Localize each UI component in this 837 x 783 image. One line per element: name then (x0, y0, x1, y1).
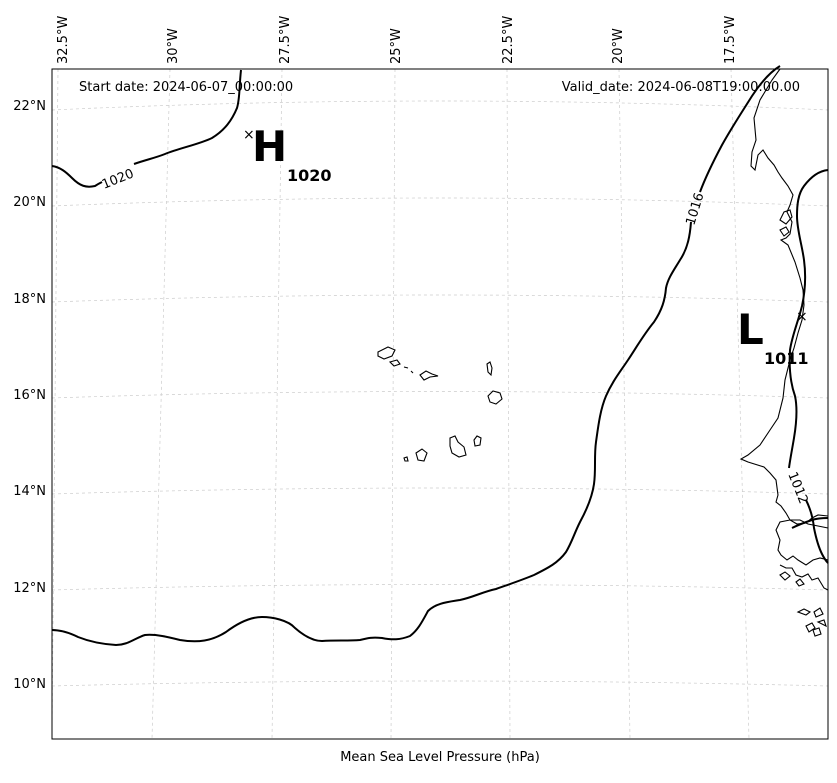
lon-tick: 30°W (166, 28, 181, 64)
island-sao-vicente (388, 359, 401, 367)
isobar-1012-line (788, 169, 829, 564)
start-date: Start date: 2024-06-07_00:00:00 (79, 80, 293, 95)
isobar-1012-branch (791, 517, 829, 529)
lon-tick: 27.5°W (278, 16, 293, 64)
island-ilheu (410, 370, 414, 374)
island-brava (403, 456, 409, 462)
longitude-ticks: 32.5°W 30°W 27.5°W 25°W 22.5°W 20°W 17.5… (56, 16, 738, 64)
island-santa-luzia (403, 366, 409, 369)
map-frame (51, 68, 829, 740)
lat-tick: 20°N (13, 195, 46, 210)
latitude-ticks: 22°N 20°N 18°N 16°N 14°N 12°N 10°N (13, 99, 46, 692)
low-pressure-center: × L 1011 (737, 305, 809, 368)
low-center-marker: × (796, 309, 808, 325)
island-santo-antao (377, 346, 396, 360)
island-boa-vista (487, 390, 503, 405)
island-maio (473, 435, 482, 447)
map-xlabel: Mean Sea Level Pressure (hPa) (340, 750, 540, 765)
bijagos-islands (779, 564, 829, 591)
mauritania-senegal-coast (739, 68, 829, 525)
valid-date: Valid_date: 2024-06-08T19:00:00.00 (562, 80, 800, 95)
low-value: 1011 (764, 349, 809, 368)
lat-tick: 10°N (13, 677, 46, 692)
lat-tick: 14°N (13, 484, 46, 499)
lon-tick: 22.5°W (501, 16, 516, 64)
high-letter: H (252, 122, 287, 171)
isobar-1012-label: 1012 (784, 470, 810, 506)
isobar-1020-label: 1020 (100, 166, 136, 192)
island-sal (486, 361, 493, 377)
guinea-bissau-coast (775, 519, 829, 566)
cape-verde-peninsula (779, 226, 790, 237)
island-sao-nicolau (419, 370, 439, 381)
low-letter: L (737, 305, 764, 354)
lon-tick: 32.5°W (56, 16, 71, 64)
cape-verde-islands (377, 346, 503, 462)
lat-tick: 22°N (13, 99, 46, 114)
isobars: 1020 1016 1012 (51, 65, 829, 647)
island-fogo (415, 448, 428, 462)
isobar-1020-line (51, 69, 242, 188)
gridlines (51, 68, 829, 740)
high-center-marker: × (243, 127, 255, 143)
lat-tick: 12°N (13, 581, 46, 596)
lon-tick: 25°W (389, 28, 404, 64)
high-value: 1020 (287, 166, 332, 185)
gambia-coast (779, 209, 793, 225)
high-pressure-center: × H 1020 (243, 122, 332, 185)
isobar-1016-line (51, 65, 781, 647)
lat-tick: 16°N (13, 388, 46, 403)
lat-tick: 18°N (13, 292, 46, 307)
isobar-1016-label: 1016 (683, 191, 707, 227)
island-santiago (449, 435, 467, 458)
lon-tick: 20°W (611, 28, 626, 64)
lon-tick: 17.5°W (723, 16, 738, 64)
